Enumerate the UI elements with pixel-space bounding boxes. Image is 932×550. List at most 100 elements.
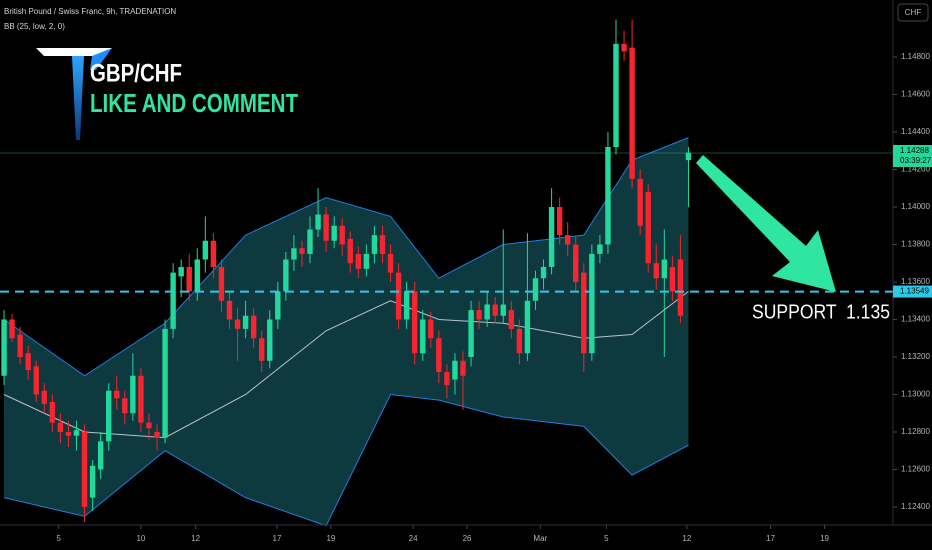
candle-body bbox=[589, 253, 595, 354]
candle-body bbox=[138, 375, 144, 423]
candle-body bbox=[299, 248, 305, 254]
plot-area bbox=[0, 19, 893, 527]
candle-body bbox=[194, 259, 200, 292]
currency-label[interactable]: CHF bbox=[905, 8, 922, 17]
indicator-label: BB (25, low, 2, 0) bbox=[4, 22, 65, 31]
candle-body bbox=[460, 360, 466, 376]
candle-body bbox=[605, 147, 611, 245]
candle-body bbox=[154, 432, 160, 438]
y-tick-label: 1.13400 bbox=[901, 315, 930, 324]
band-fill bbox=[4, 137, 689, 526]
bb-upper bbox=[3, 137, 689, 377]
headline: GBP/CHF bbox=[90, 60, 182, 88]
candle-body bbox=[89, 465, 96, 498]
candle-body bbox=[347, 238, 353, 264]
candle-body bbox=[532, 278, 539, 301]
logo bbox=[36, 48, 112, 140]
candle-body bbox=[146, 422, 152, 429]
candle-body bbox=[661, 259, 668, 279]
candle-body bbox=[556, 207, 563, 236]
x-tick-label: 24 bbox=[409, 534, 418, 543]
candle-body bbox=[25, 353, 31, 371]
candle-body bbox=[33, 366, 39, 395]
support-annotation: SUPPORT 1.135 bbox=[752, 301, 890, 323]
candle-body bbox=[41, 390, 47, 404]
x-tick-label: 19 bbox=[820, 534, 829, 543]
candle-body bbox=[685, 152, 692, 161]
candle-body bbox=[363, 253, 370, 269]
x-tick-label: Mar bbox=[533, 534, 547, 543]
candle-body bbox=[492, 304, 498, 316]
candle-body bbox=[210, 240, 217, 267]
y-tick-label: 1.14400 bbox=[901, 127, 930, 136]
candle-body bbox=[411, 291, 418, 354]
candle-body bbox=[106, 390, 112, 442]
y-tick-label: 1.13600 bbox=[901, 277, 930, 286]
candle-body bbox=[65, 432, 72, 436]
candle-body bbox=[162, 328, 168, 438]
x-tick-label: 12 bbox=[191, 534, 200, 543]
candle-body bbox=[621, 43, 627, 52]
candle-body bbox=[218, 267, 225, 301]
candle-body bbox=[508, 310, 515, 329]
symbol-title: British Pound / Swiss Franc, 9h, TRADENA… bbox=[4, 7, 176, 16]
y-tick-label: 1.13200 bbox=[901, 352, 930, 361]
x-tick-label: 5 bbox=[604, 534, 609, 543]
candle-body bbox=[387, 253, 394, 273]
candle-body bbox=[315, 214, 321, 230]
y-tick-label: 1.14000 bbox=[901, 202, 930, 211]
candle-body bbox=[267, 319, 273, 361]
candle-body bbox=[540, 267, 547, 279]
support-price-label: 1.13549 bbox=[900, 287, 929, 296]
candle-body bbox=[339, 225, 345, 245]
candle-body bbox=[669, 267, 676, 292]
candle-body bbox=[395, 272, 402, 320]
last-price-label: 1.14288 bbox=[900, 146, 929, 155]
candle-body bbox=[581, 272, 587, 354]
candle-body bbox=[677, 259, 684, 316]
candle-body bbox=[258, 338, 265, 361]
candle-body bbox=[379, 235, 386, 254]
y-tick-label: 1.12400 bbox=[901, 502, 930, 511]
candle-body bbox=[242, 315, 249, 329]
candle-body bbox=[283, 259, 289, 292]
candle-body bbox=[178, 267, 184, 277]
price-axis: 1.12400 1.12600 1.12800 1.13000 1.13200 1.134… bbox=[893, 52, 932, 511]
candle-body bbox=[81, 432, 88, 507]
candle-body bbox=[500, 304, 506, 316]
candle-body bbox=[653, 263, 659, 279]
y-tick-label: 1.12800 bbox=[901, 427, 930, 436]
y-tick-label: 1.14600 bbox=[901, 90, 930, 99]
currency-box[interactable] bbox=[897, 3, 929, 22]
candle-body bbox=[371, 235, 378, 254]
candle-body bbox=[57, 422, 64, 432]
candle-body bbox=[1, 319, 7, 376]
candle-body bbox=[130, 375, 136, 414]
candle-body bbox=[564, 235, 571, 245]
x-tick-label: 12 bbox=[682, 534, 691, 543]
y-tick-label: 1.13000 bbox=[901, 390, 930, 399]
x-tick-label: 10 bbox=[136, 534, 145, 543]
candle-body bbox=[597, 244, 603, 254]
candle-body bbox=[476, 310, 482, 320]
bb-lower bbox=[3, 393, 689, 527]
candle-body bbox=[114, 390, 120, 399]
arrow bbox=[696, 155, 836, 292]
y-tick-label: 1.12600 bbox=[901, 465, 930, 474]
candle-body bbox=[323, 214, 329, 241]
candle-body bbox=[186, 267, 192, 292]
candle-body bbox=[73, 430, 80, 436]
candle-body bbox=[49, 402, 56, 423]
bb-basis bbox=[3, 290, 689, 439]
candle-body bbox=[355, 253, 362, 269]
x-tick-label: 5 bbox=[57, 534, 62, 543]
candle-body bbox=[202, 240, 209, 260]
candle-body bbox=[613, 43, 619, 147]
candle-body bbox=[516, 328, 523, 354]
candle-body bbox=[428, 319, 434, 339]
y-tick-label: 1.14200 bbox=[901, 165, 930, 174]
candle-body bbox=[420, 319, 426, 354]
subheadline: LIKE AND COMMENT bbox=[90, 88, 298, 118]
candle-body bbox=[573, 244, 579, 282]
